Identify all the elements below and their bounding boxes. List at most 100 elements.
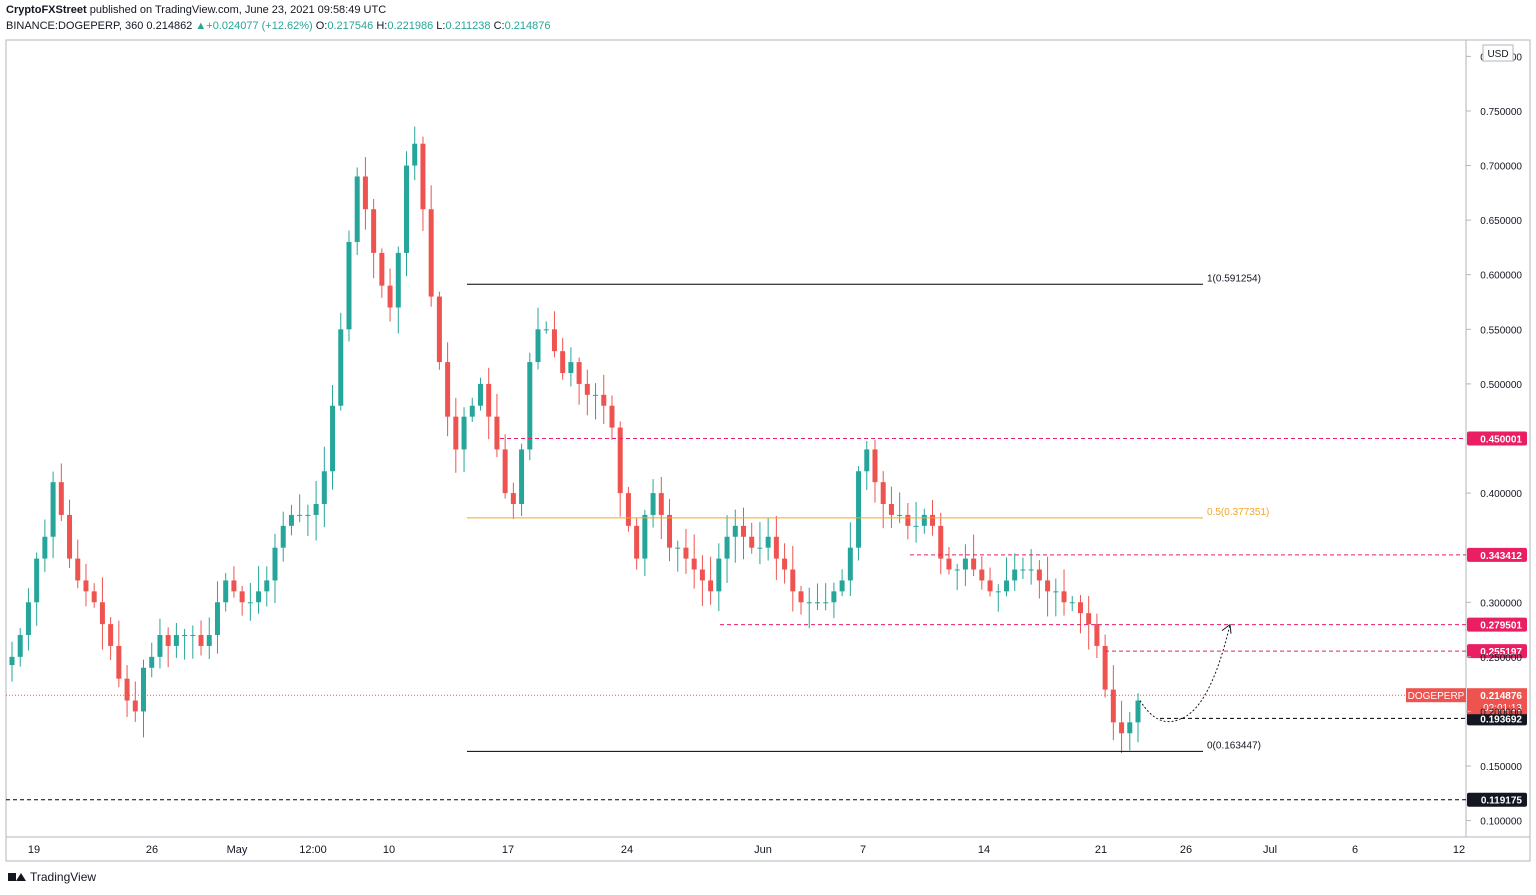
candle-body [724, 536, 730, 559]
level-badge-label: 0.450001 [1480, 434, 1522, 445]
candle-body [214, 602, 220, 636]
candle-body [1045, 580, 1051, 592]
candle-body [782, 558, 788, 570]
x-tick-label: 19 [28, 844, 40, 856]
candle-body [921, 514, 927, 526]
y-tick-label: 0.550000 [1480, 325, 1522, 336]
candle-body [297, 514, 303, 516]
candle-body [247, 602, 253, 604]
x-tick-label: 26 [146, 844, 158, 856]
candle-body [190, 635, 196, 637]
x-tick-label: Jun [754, 844, 772, 856]
candle-body [9, 656, 15, 666]
y-tick-label: 0.500000 [1480, 380, 1522, 391]
candle-body [67, 514, 73, 559]
candle-body [1012, 569, 1018, 581]
x-axis: 19 26 May 12:00 10 17 24 Jun 7 14 21 26 Jul 6 12 [28, 844, 1465, 856]
candle-body [1028, 569, 1034, 571]
level-badge-label: 0.279501 [1480, 621, 1522, 632]
candle-body [798, 591, 804, 603]
candle-body [888, 504, 894, 515]
candle-body [116, 645, 122, 679]
candle-body [806, 602, 812, 604]
candle-body [477, 383, 483, 406]
candle-body [132, 700, 138, 712]
candle-body [305, 514, 311, 516]
footer-brand[interactable]: TradingView [8, 870, 96, 884]
close-label: C: [493, 20, 505, 32]
candle-body [847, 547, 853, 581]
candle-body [288, 514, 294, 526]
plot-frame [5, 39, 1467, 838]
current-price-badge [1467, 688, 1527, 715]
candle-body [749, 536, 755, 548]
level-badge [1467, 711, 1527, 726]
candle-body [897, 514, 903, 516]
level-badge [1467, 644, 1527, 659]
candle-body [527, 362, 533, 450]
symbol-name[interactable]: BINANCE:DOGEPERP, 360 [6, 20, 144, 32]
candle-body [239, 591, 245, 603]
candle-body [625, 493, 631, 526]
candle-body [1003, 580, 1009, 592]
candle-body [667, 514, 673, 548]
level-badge [1467, 547, 1527, 562]
candle-body [1053, 591, 1059, 593]
currency-label: USD [1487, 49, 1508, 60]
candle-body [42, 536, 48, 559]
candle-body [584, 383, 590, 395]
candle-body [231, 580, 237, 592]
candle-body [1086, 613, 1092, 625]
low-value: 0.211238 [445, 20, 491, 32]
x-tick-label: 12 [1453, 844, 1465, 856]
candle-body [773, 536, 779, 559]
symbol-badge-label: DOGEPERP [1408, 691, 1465, 702]
symbol-info-line: BINANCE:DOGEPERP, 360 0.214862 ▲+0.02407… [6, 20, 551, 32]
candle-body [75, 558, 81, 581]
candle-body [108, 624, 114, 646]
candle-body [962, 558, 968, 570]
time-axis-frame [5, 836, 1531, 862]
candle-body [379, 252, 385, 286]
candle-body [387, 285, 393, 308]
candle-body [436, 296, 442, 363]
candle-body [1135, 700, 1141, 723]
candle-body [617, 427, 623, 494]
candle-body [157, 635, 163, 657]
candle-body [1036, 569, 1042, 581]
candle-body [313, 504, 319, 515]
candle-body [428, 209, 434, 297]
candle-body [675, 547, 681, 549]
candle-body [930, 514, 936, 526]
candle-body [141, 667, 147, 712]
candle-body [280, 525, 286, 548]
candle-body [954, 569, 960, 571]
candle-body [979, 569, 985, 581]
currency-box [1482, 44, 1514, 62]
y-tick-label: 0.250000 [1480, 653, 1522, 664]
candle-body [543, 329, 549, 331]
candle-body [790, 569, 796, 592]
level-badge [1467, 431, 1527, 446]
y-tick-label: 0.700000 [1480, 162, 1522, 173]
candle-body [650, 493, 656, 515]
candle-body [740, 525, 746, 537]
x-tick-label: 6 [1352, 844, 1358, 856]
candle-body [149, 656, 155, 668]
candle-body [519, 449, 525, 505]
candle-body [469, 405, 475, 417]
candle-body [346, 241, 352, 330]
y-tick-label: 0.400000 [1480, 489, 1522, 500]
candle-body [864, 449, 870, 472]
candle-body [987, 580, 993, 592]
x-tick-label: May [227, 844, 248, 856]
candle-body [831, 591, 837, 603]
candle-body [404, 165, 410, 253]
candle-body [91, 591, 97, 603]
level-badge-label: 0.343412 [1480, 551, 1522, 562]
y-tick-label: 0.650000 [1480, 216, 1522, 227]
candle-body [732, 525, 738, 537]
candle-body [658, 493, 664, 515]
candle-body [124, 678, 130, 701]
